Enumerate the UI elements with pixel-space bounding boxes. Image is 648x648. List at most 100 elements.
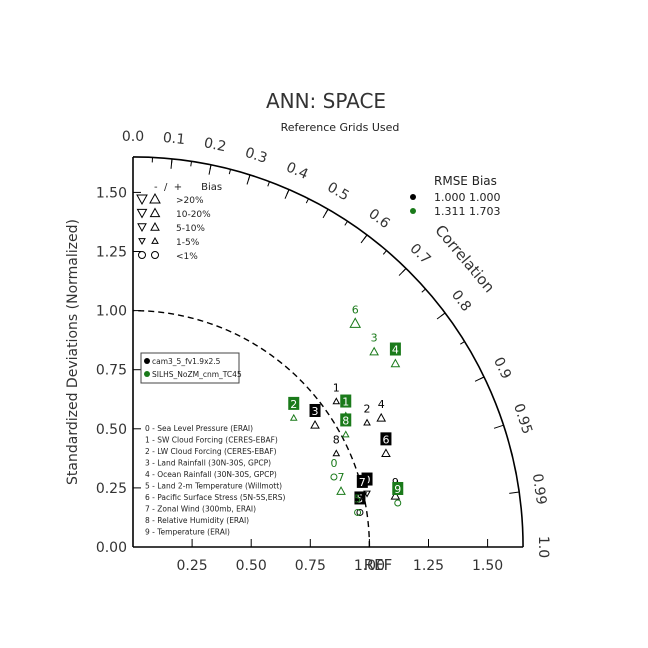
outer-arc	[132, 156, 524, 548]
data-point-label: 8	[342, 414, 349, 427]
corr-tick-label: 0.4	[284, 159, 311, 183]
marker-triangle-up	[289, 413, 298, 421]
x-tick-label: 0.50	[236, 558, 267, 574]
series-legend-box	[140, 352, 240, 384]
variable-list-item: 1 - SW Cloud Forcing (CERES-EBAF)	[145, 436, 278, 445]
corr-minor-tick	[421, 288, 426, 293]
bias-legend-label: 1-5%	[176, 238, 200, 248]
variable-list-item: 4 - Ocean Rainfall (30N-30S, GPCP)	[145, 470, 277, 479]
series-legend: cam3_5_fv1.9x2.5 SILHS_NoZM_cnm_TC45	[140, 352, 242, 384]
rmse-legend-dot	[410, 194, 416, 200]
data-point-label: 4	[378, 398, 385, 411]
rmse-legend-header: RMSE Bias	[434, 174, 497, 188]
corr-tick-label: 0.6	[365, 206, 392, 232]
corr-minor-tick	[382, 250, 387, 255]
rmse-legend-values: 1.311 1.703	[434, 205, 500, 218]
variable-list-item: 2 - LW Cloud Forcing (CERES-EBAF)	[145, 447, 277, 456]
data-point: 3	[309, 403, 321, 429]
marker-circle	[356, 508, 364, 516]
marker-triangle-down	[137, 223, 147, 233]
marker-triangle-up	[332, 449, 341, 457]
marker-triangle-down	[136, 208, 148, 219]
data-point: 8	[340, 413, 352, 438]
marker-triangle-up	[336, 486, 346, 495]
corr-minor-tick	[267, 181, 270, 187]
data-point-label: 5	[356, 492, 363, 505]
data-point-label: 7	[359, 476, 366, 489]
marker-triangle-up	[349, 317, 362, 328]
y-tick-label: 0.50	[96, 422, 127, 438]
corr-tick-label: 0.99	[529, 473, 549, 506]
x-tick-label: 0.75	[295, 558, 326, 574]
marker-triangle-down	[357, 492, 368, 501]
data-point-label: 2	[364, 403, 371, 416]
marker-triangle-up	[390, 358, 401, 368]
rmse-legend-dot	[410, 208, 416, 214]
corr-tick-label: 0.5	[324, 179, 351, 204]
variable-list-item: 9 - Temperature (ERAI)	[145, 528, 230, 537]
data-point-box	[389, 342, 401, 356]
data-point: 3	[369, 332, 379, 356]
y-tick-label: 0.75	[96, 363, 127, 379]
marker-triangle-up	[151, 236, 159, 244]
rmse-legend-values: 1.000 1.000	[434, 191, 500, 204]
corr-minor-tick	[171, 158, 173, 164]
data-point: 5	[354, 492, 362, 516]
chart-title: ANN: SPACE	[266, 89, 386, 113]
data-point: 8	[332, 433, 341, 457]
data-point-box	[340, 394, 352, 408]
y-tick-label: 1.25	[96, 245, 127, 261]
corr-tick-label: 0.1	[162, 130, 186, 148]
marker-triangle-down	[138, 238, 146, 246]
bias-legend-header: - / + Bias	[154, 182, 222, 193]
corr-tick	[493, 424, 504, 429]
variable-list: 0 - Sea Level Pressure (ERAI) 1 - SW Clou…	[145, 424, 285, 537]
series-legend-label: SILHS_NoZM_cnm_TC45	[152, 370, 242, 379]
marker-triangle-down	[136, 194, 148, 206]
corr-minor-tick	[460, 341, 465, 345]
variable-list-item: 3 - Land Rainfall (30N-30S, GPCP)	[145, 459, 271, 468]
x-tick-label: 0.25	[177, 558, 208, 574]
data-point-box	[340, 413, 352, 427]
corr-minor-tick	[479, 376, 485, 380]
marker-triangle-up	[376, 412, 387, 422]
data-point: 2	[363, 403, 371, 426]
marker-triangle-up	[310, 419, 320, 429]
corr-minor-tick	[344, 220, 348, 226]
marker-triangle-up	[341, 430, 350, 438]
data-point-label: 1	[342, 396, 349, 409]
data-point-label: 3	[312, 405, 319, 418]
corr-tick-label: 0.2	[203, 135, 228, 155]
data-point-label: 8	[333, 433, 340, 446]
corr-tick	[509, 491, 520, 494]
corr-minor-tick	[325, 208, 329, 214]
series-legend-dot	[144, 358, 150, 364]
corr-tick-label: 0.95	[510, 402, 535, 437]
series-legend-dot	[144, 371, 150, 377]
bias-legend-label: <1%	[176, 252, 198, 262]
corr-tick-label: 0.8	[448, 287, 474, 314]
variable-list-item: 5 - Land 2-m Temperature (Willmott)	[145, 482, 282, 491]
marker-circle	[394, 499, 402, 507]
data-point-box	[380, 432, 392, 446]
data-point: 7	[336, 471, 346, 495]
x-tick-label: 1.25	[413, 558, 444, 574]
corr-minor-tick	[286, 189, 290, 195]
y-tick-label: 1.50	[96, 185, 127, 201]
data-point-label: 0	[330, 457, 337, 470]
corr-minor-tick	[402, 268, 407, 273]
data-point: 9	[392, 481, 404, 507]
corr-tick-label: 1.0	[535, 536, 551, 558]
data-point: 7	[356, 474, 368, 501]
corr-minor-tick	[190, 161, 193, 167]
data-point-label: 7	[338, 471, 345, 484]
data-point-box	[354, 491, 366, 505]
data-point: 2	[288, 396, 300, 421]
marker-circle	[330, 473, 338, 481]
data-point-box	[288, 396, 300, 410]
data-point: 5	[354, 491, 366, 516]
variable-list-item: 7 - Zonal Wind (300mb, ERAI)	[145, 505, 256, 514]
marker-circle	[354, 508, 362, 516]
